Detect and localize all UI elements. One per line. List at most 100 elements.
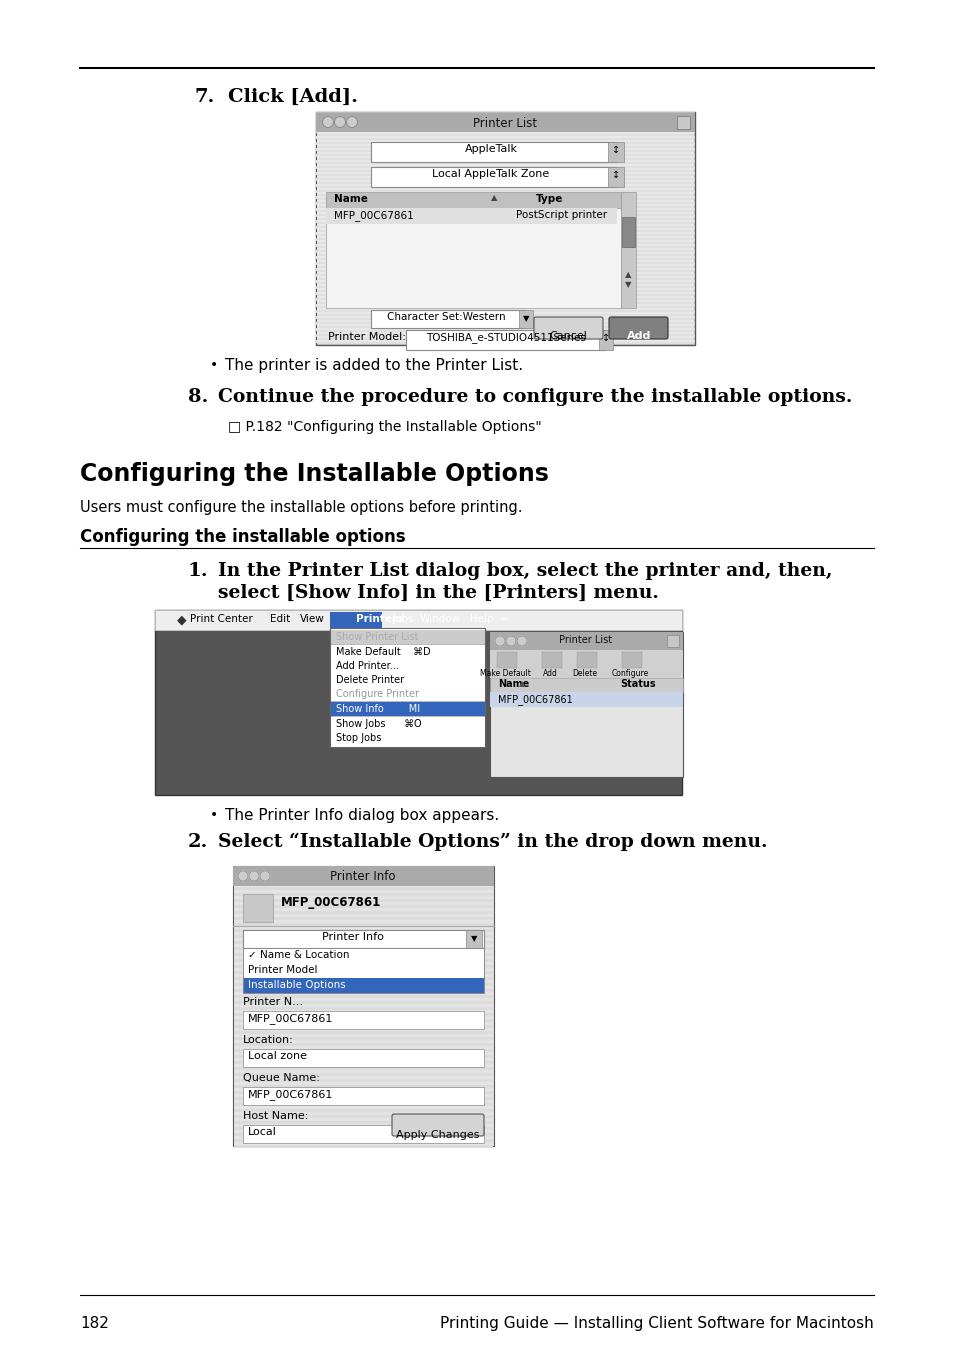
Bar xyxy=(316,326,693,328)
Bar xyxy=(316,260,693,262)
Bar xyxy=(315,112,695,345)
Text: Show Info        MI: Show Info MI xyxy=(335,704,419,714)
Bar xyxy=(316,224,693,226)
Bar xyxy=(315,239,695,241)
Bar xyxy=(316,206,693,208)
Bar xyxy=(406,330,605,350)
Bar xyxy=(315,310,695,313)
Bar xyxy=(233,1055,493,1058)
Bar xyxy=(316,328,693,330)
Bar xyxy=(316,262,693,264)
Bar xyxy=(243,979,483,993)
Bar xyxy=(316,276,693,278)
Bar xyxy=(233,936,493,938)
Text: MFP_00C67861: MFP_00C67861 xyxy=(497,694,572,705)
Bar xyxy=(316,198,693,200)
Bar xyxy=(233,1100,493,1103)
Bar xyxy=(666,635,679,647)
Bar xyxy=(316,168,693,170)
Bar xyxy=(315,220,695,222)
Bar xyxy=(233,1031,493,1034)
Text: Printers: Printers xyxy=(355,613,403,624)
Bar xyxy=(316,252,693,253)
Bar xyxy=(326,208,617,224)
Text: PostScript printer: PostScript printer xyxy=(516,210,606,220)
Text: Make Default: Make Default xyxy=(479,669,530,678)
Bar xyxy=(598,330,613,350)
Bar xyxy=(233,905,493,909)
Bar xyxy=(233,1061,493,1064)
Bar xyxy=(315,129,695,133)
Circle shape xyxy=(346,116,357,128)
Bar xyxy=(316,342,693,344)
Text: ✓ Name & Location: ✓ Name & Location xyxy=(248,950,349,960)
Bar xyxy=(541,652,561,669)
Bar xyxy=(233,1046,493,1049)
Bar xyxy=(233,958,493,962)
Bar xyxy=(490,650,682,678)
Bar xyxy=(233,1139,493,1142)
Bar xyxy=(316,336,693,338)
Bar xyxy=(316,190,693,191)
Bar xyxy=(371,142,616,162)
Text: 8.: 8. xyxy=(188,388,208,406)
Bar xyxy=(315,160,695,163)
Bar xyxy=(233,1024,493,1029)
Circle shape xyxy=(505,636,516,646)
Bar xyxy=(233,1007,493,1010)
Bar xyxy=(233,909,493,911)
Bar xyxy=(490,632,682,776)
Bar xyxy=(316,177,693,178)
Text: Delete: Delete xyxy=(572,669,597,678)
Bar xyxy=(233,1037,493,1041)
Bar xyxy=(316,294,693,297)
Bar xyxy=(233,1134,493,1136)
Text: ↕: ↕ xyxy=(611,170,619,181)
Text: Delete Printer: Delete Printer xyxy=(335,675,404,685)
Bar xyxy=(316,186,693,187)
Bar xyxy=(316,156,693,158)
Text: Add Printer...: Add Printer... xyxy=(335,661,398,671)
Bar xyxy=(330,717,484,731)
Bar xyxy=(315,280,695,283)
Bar xyxy=(315,293,695,295)
Bar xyxy=(316,240,693,243)
Text: Name: Name xyxy=(334,194,368,204)
Text: MFP_00C67861: MFP_00C67861 xyxy=(248,1012,333,1024)
Bar xyxy=(316,222,693,224)
Bar xyxy=(621,652,641,669)
Text: View: View xyxy=(299,613,324,624)
Text: Local: Local xyxy=(248,1127,276,1136)
Text: Window: Window xyxy=(419,613,460,624)
Bar xyxy=(315,334,695,337)
Bar xyxy=(316,248,693,249)
Circle shape xyxy=(517,636,526,646)
Bar xyxy=(316,152,693,154)
Bar xyxy=(233,869,493,872)
Bar xyxy=(316,231,693,232)
Bar xyxy=(315,112,695,132)
Bar xyxy=(315,208,695,212)
Bar xyxy=(315,315,695,319)
Bar xyxy=(316,148,693,150)
Bar xyxy=(316,272,693,274)
Text: Location:: Location: xyxy=(243,1035,294,1045)
Bar xyxy=(316,194,693,195)
Bar xyxy=(490,678,682,692)
Bar xyxy=(315,226,695,229)
Text: Printer Model: Printer Model xyxy=(248,965,317,975)
Bar xyxy=(233,941,493,944)
Bar xyxy=(233,980,493,983)
Bar xyxy=(233,962,493,965)
Bar xyxy=(316,195,693,198)
Text: Jobs: Jobs xyxy=(393,613,414,624)
Text: =: = xyxy=(499,613,508,624)
Bar xyxy=(233,998,493,1002)
Bar xyxy=(316,305,693,306)
Bar xyxy=(607,142,623,162)
Text: Continue the procedure to configure the installable options.: Continue the procedure to configure the … xyxy=(218,388,851,406)
Bar xyxy=(330,673,484,687)
Bar xyxy=(371,167,616,187)
FancyBboxPatch shape xyxy=(608,317,667,338)
Bar xyxy=(316,132,693,133)
